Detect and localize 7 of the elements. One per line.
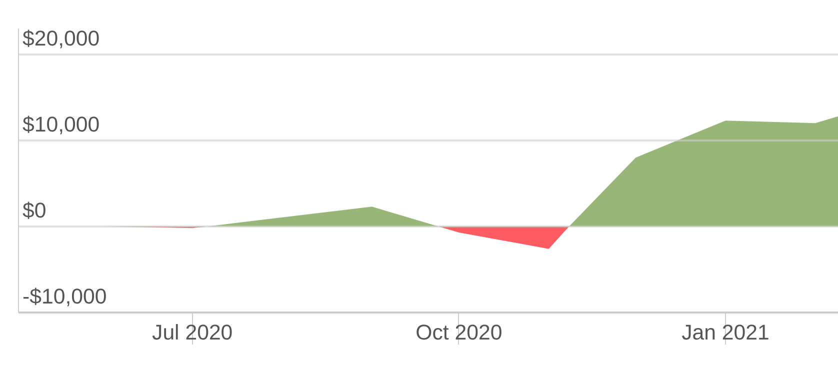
x-tick-label: Jul 2020 — [152, 320, 233, 344]
x-tick-label: Oct 2020 — [416, 320, 502, 344]
x-tick-label: Jan 2021 — [682, 320, 770, 344]
y-tick-label: $20,000 — [22, 26, 100, 50]
y-tick-label: $0 — [22, 198, 46, 222]
y-tick-label: $10,000 — [22, 112, 100, 136]
y-tick-label: -$10,000 — [22, 284, 107, 308]
